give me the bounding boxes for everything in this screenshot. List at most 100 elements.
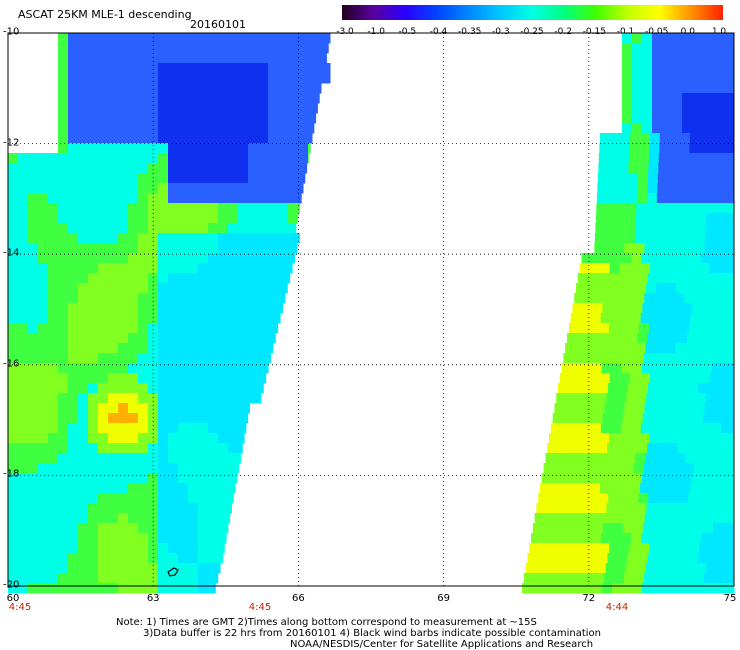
- swath-cell: [8, 433, 19, 444]
- swath-cell: [28, 533, 39, 544]
- swath-cell: [278, 303, 283, 314]
- swath-cell: [208, 93, 219, 104]
- swath-cell: [218, 433, 229, 444]
- swath-cell: [28, 403, 39, 414]
- swath-cell: [607, 553, 618, 564]
- chart-date: 20160101: [190, 18, 246, 31]
- swath-cell: [634, 233, 646, 244]
- swath-cell: [676, 393, 687, 404]
- swath-cell: [218, 323, 229, 334]
- swath-cell: [158, 213, 169, 224]
- swath-cell: [118, 503, 129, 514]
- swath-cell: [178, 233, 189, 244]
- swath-cell: [8, 163, 19, 174]
- swath-cell: [198, 103, 209, 114]
- swath-cell: [308, 43, 319, 54]
- swath-cell: [88, 303, 99, 314]
- swath-cell: [665, 223, 676, 234]
- swath-cell: [587, 443, 598, 454]
- swath-cell: [158, 343, 169, 354]
- swath-cell: [178, 223, 189, 234]
- swath-cell: [248, 363, 259, 374]
- swath-cell: [328, 43, 329, 54]
- swath-cell: [669, 543, 680, 554]
- swath-cell: [78, 93, 89, 104]
- swath-cell: [298, 193, 302, 204]
- swath-cell: [566, 503, 577, 514]
- swath-cell: [208, 83, 219, 94]
- swath-cell: [298, 123, 309, 134]
- swath-cell: [208, 203, 219, 214]
- swath-cell: [118, 403, 129, 414]
- swath-cell: [610, 483, 621, 494]
- swath-cell: [78, 243, 89, 254]
- swath-cell: [98, 33, 109, 44]
- swath-cell: [701, 473, 713, 484]
- swath-cell: [28, 303, 39, 314]
- swath-cell: [138, 373, 149, 384]
- swath-cell: [218, 413, 229, 424]
- swath-cell: [706, 503, 717, 514]
- swath-cell: [28, 463, 39, 474]
- swath-cell: [606, 193, 618, 204]
- swath-cell: [621, 473, 633, 484]
- swath-cell: [118, 553, 129, 564]
- swath-cell: [268, 213, 279, 224]
- swath-cell: [218, 463, 229, 474]
- swath-cell: [118, 533, 129, 544]
- swath-cell: [622, 33, 633, 44]
- swath-cell: [158, 583, 169, 594]
- swath-cell: [714, 403, 725, 414]
- swath-cell: [188, 473, 199, 484]
- swath-cell: [644, 513, 656, 524]
- swath-cell: [98, 103, 109, 114]
- swath-cell: [98, 423, 109, 434]
- swath-cell: [692, 93, 703, 104]
- swath-cell: [48, 363, 59, 374]
- swath-cell: [667, 443, 678, 454]
- swath-cell: [88, 73, 99, 84]
- swath-cell: [708, 383, 719, 394]
- swath-cell: [620, 313, 632, 324]
- swath-cell: [656, 503, 667, 514]
- swath-cell: [198, 323, 209, 334]
- swath-cell: [298, 183, 304, 194]
- swath-cell: [722, 413, 734, 424]
- swath-cell: [598, 153, 610, 164]
- swath-cell: [698, 163, 709, 174]
- swath-cell: [168, 393, 179, 404]
- swath-cell: [58, 93, 69, 104]
- swath-cell: [629, 133, 641, 144]
- swath-cell: [198, 53, 209, 64]
- swath-cell: [278, 293, 286, 304]
- swath-cell: [268, 253, 279, 264]
- swath-cell: [268, 153, 279, 164]
- swath-cell: [611, 363, 623, 374]
- swath-cell: [719, 263, 731, 274]
- swath-cell: [218, 363, 229, 374]
- swath-cell: [637, 183, 648, 194]
- swath-cell: [208, 343, 219, 354]
- swath-cell: [108, 503, 119, 514]
- swath-cell: [625, 223, 636, 234]
- swath-cell: [198, 203, 209, 214]
- swath-cell: [666, 503, 677, 514]
- swath-cell: [662, 523, 674, 534]
- swath-cell: [642, 123, 653, 134]
- swath-cell: [118, 143, 129, 154]
- swath-cell: [288, 233, 299, 244]
- swath-cell: [572, 523, 584, 534]
- swath-cell: [218, 33, 229, 44]
- swath-cell: [8, 353, 19, 364]
- swath-cell: [58, 423, 69, 434]
- swath-cell: [198, 453, 209, 464]
- swath-cell: [58, 193, 69, 204]
- swath-cell: [711, 533, 722, 544]
- swath-cell: [662, 413, 674, 424]
- swath-cell: [118, 473, 129, 484]
- swath-cell: [38, 283, 49, 294]
- swath-cell: [88, 543, 99, 554]
- swath-cell: [608, 323, 620, 334]
- swath-cell: [662, 93, 673, 104]
- swath-cell: [689, 373, 701, 384]
